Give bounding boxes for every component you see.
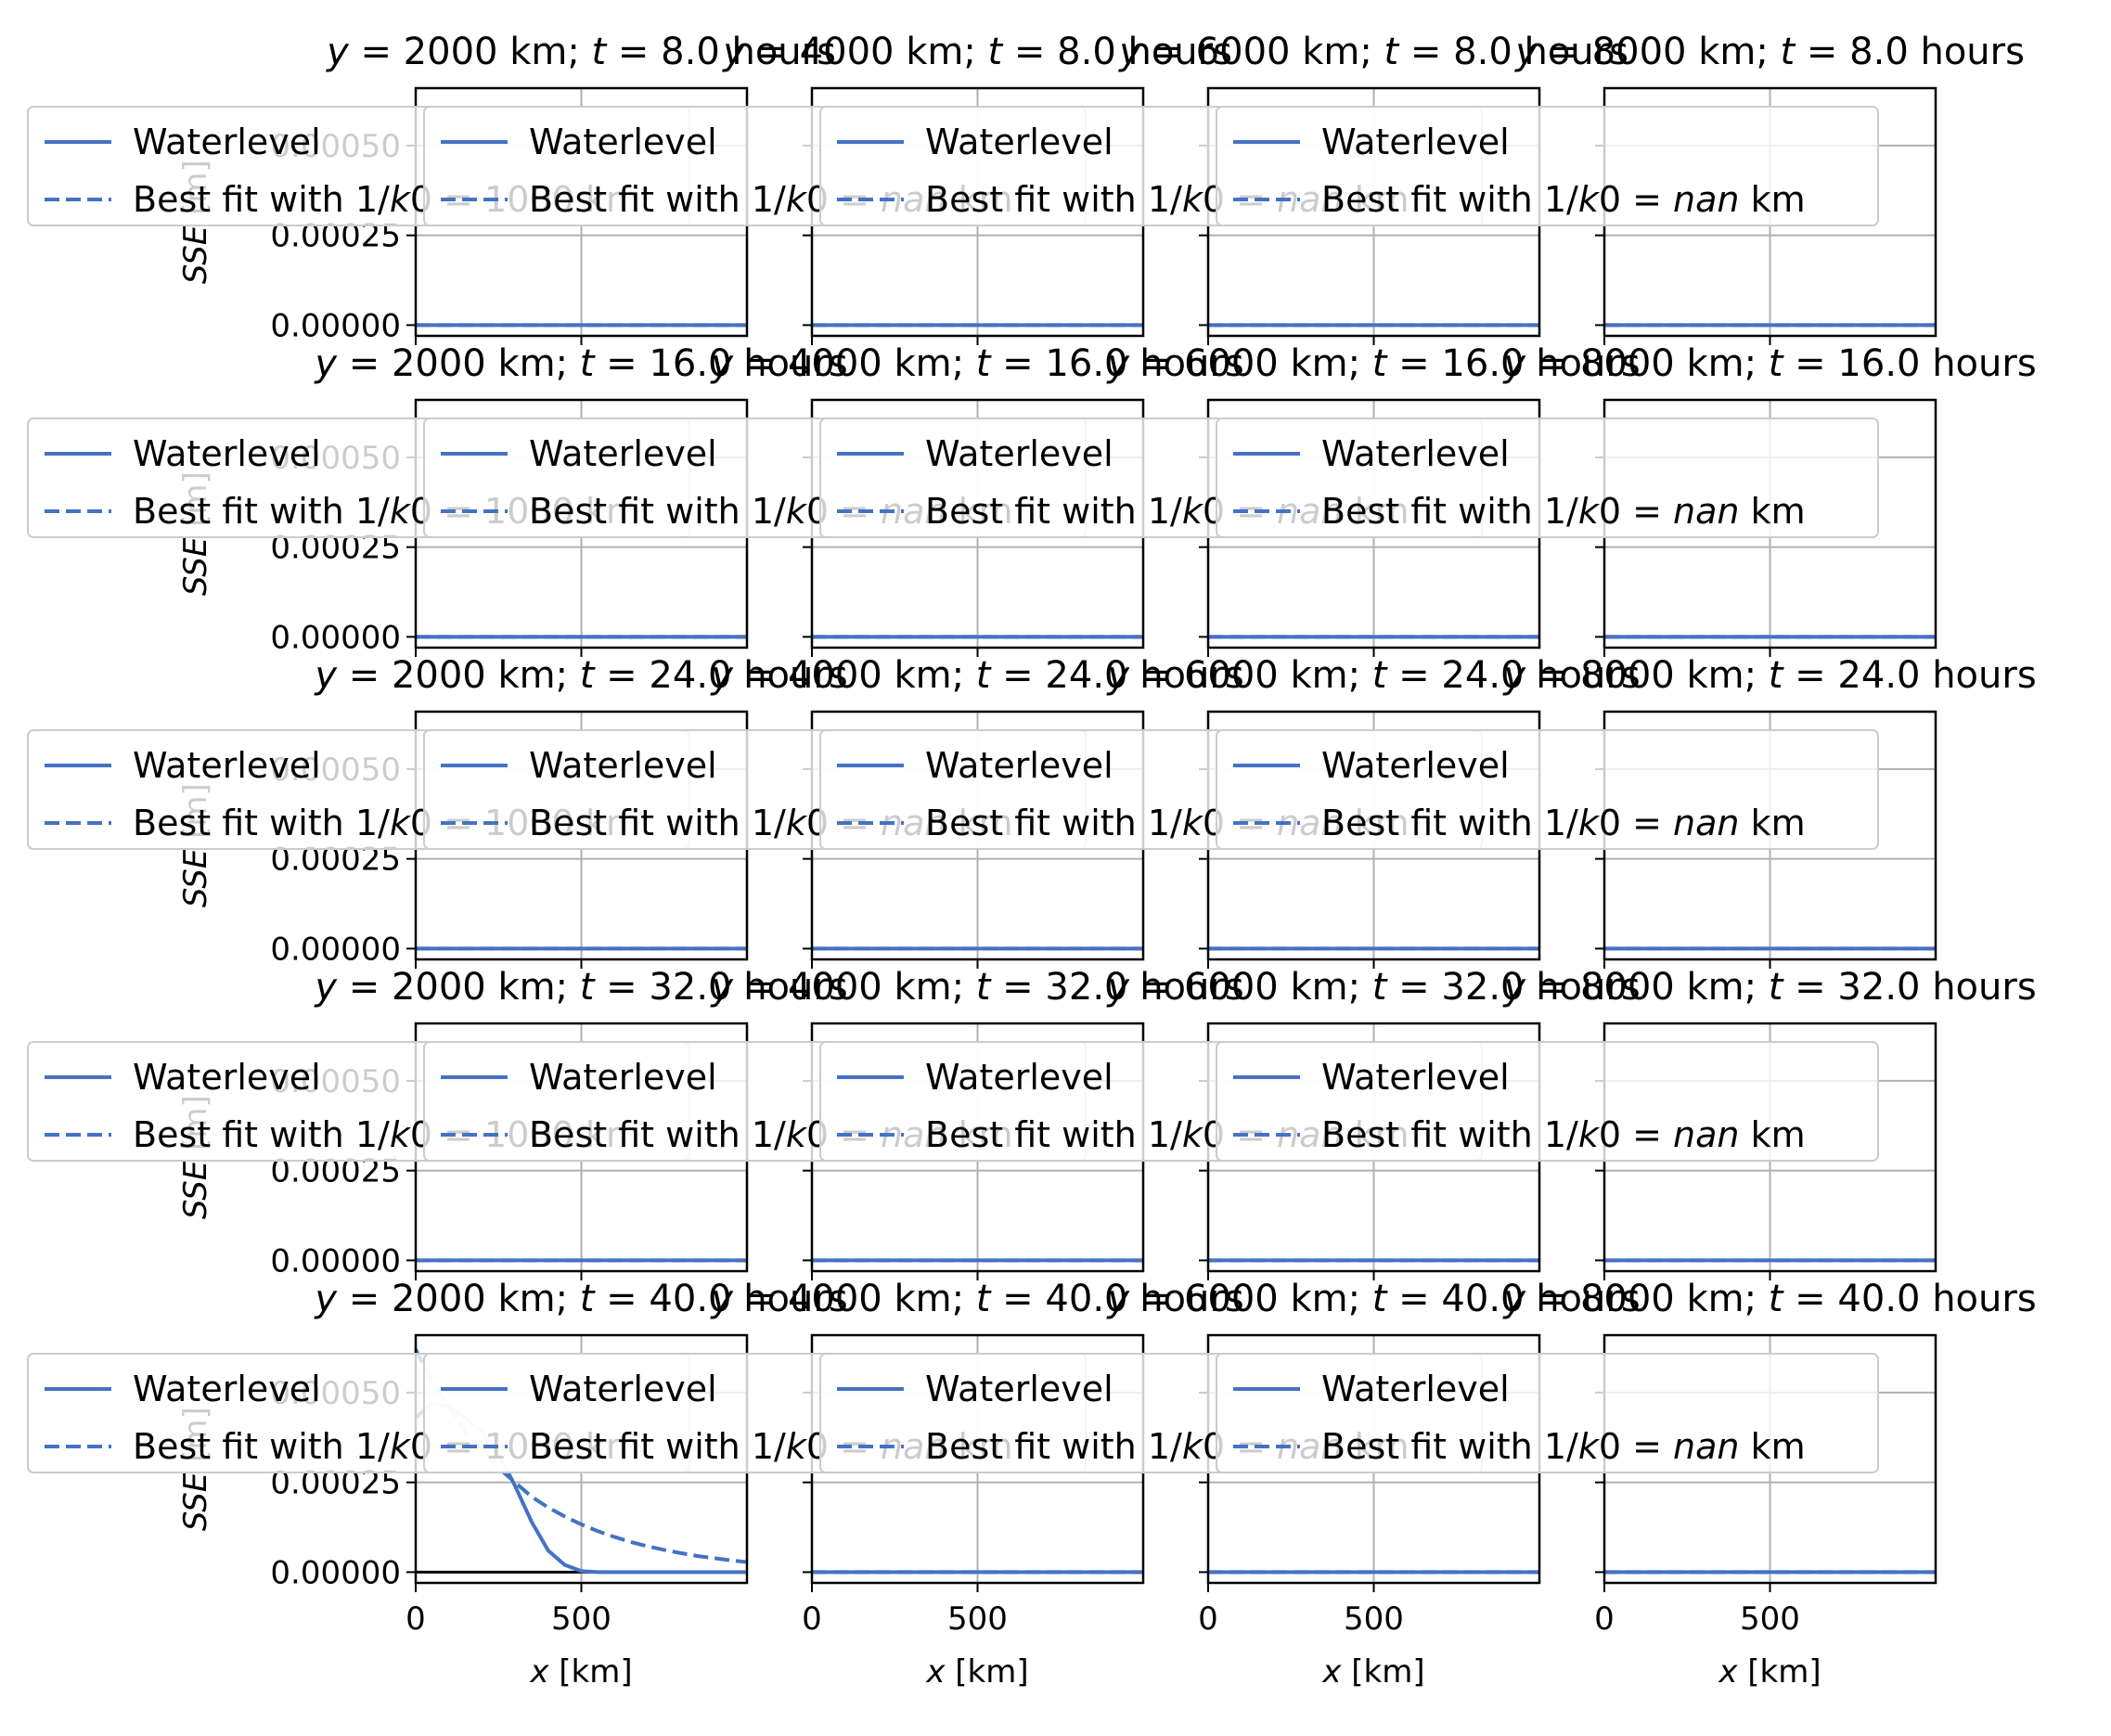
subplot-title: y = 8000 km; t = 40.0 hours xyxy=(1502,1278,2036,1320)
legend-waterlevel-label: Waterlevel xyxy=(925,1057,1113,1098)
subplot-title: y = 6000 km; t = 32.0 hours xyxy=(1106,966,1640,1009)
legend: Waterlevel Best fit with 1/k0 = nan km xyxy=(1216,106,1879,226)
legend-frame xyxy=(1216,1041,1879,1162)
subplot-title: y = 4000 km; t = 16.0 hours xyxy=(710,342,1243,385)
x-tick-label: 500 xyxy=(1344,1601,1404,1638)
legend-waterlevel-label: Waterlevel xyxy=(1321,745,1510,786)
subplot-r0-c3: y = 8000 km; t = 8.0 hours Waterlevel Best… xyxy=(1216,31,2025,345)
legend: Waterlevel Best fit with 1/k0 = nan km xyxy=(1216,1353,1879,1473)
legend-waterlevel-label: Waterlevel xyxy=(1321,1057,1510,1098)
legend-waterlevel-label: Waterlevel xyxy=(133,1057,321,1098)
legend-waterlevel-label: Waterlevel xyxy=(925,745,1113,786)
x-tick-label: 500 xyxy=(1740,1601,1800,1638)
legend-waterlevel-label: Waterlevel xyxy=(529,1369,717,1409)
y-tick-label: 0.00000 xyxy=(270,307,401,344)
subplot-title: y = 4000 km; t = 24.0 hours xyxy=(710,654,1243,697)
x-tick-label: 500 xyxy=(551,1601,611,1638)
subplot-title: y = 4000 km; t = 40.0 hours xyxy=(710,1278,1243,1320)
subplot-title: y = 6000 km; t = 40.0 hours xyxy=(1106,1278,1640,1320)
subplot-title: y = 2000 km; t = 32.0 hours xyxy=(314,966,847,1009)
legend: Waterlevel Best fit with 1/k0 = nan km xyxy=(1216,729,1879,850)
subplot-title: y = 8000 km; t = 24.0 hours xyxy=(1502,654,2036,697)
best-fit-series-line xyxy=(414,1348,748,1564)
legend-frame xyxy=(1216,1353,1879,1473)
x-tick-label: 0 xyxy=(802,1601,822,1638)
y-tick-label: 0.00000 xyxy=(270,931,401,968)
legend-frame xyxy=(1216,418,1879,538)
x-tick-label: 500 xyxy=(947,1601,1008,1638)
x-axis-label: x [km] xyxy=(1321,1653,1424,1691)
legend-waterlevel-label: Waterlevel xyxy=(925,122,1113,162)
legend-waterlevel-label: Waterlevel xyxy=(1321,122,1510,162)
legend-waterlevel-label: Waterlevel xyxy=(133,745,321,786)
subplot-title: y = 6000 km; t = 16.0 hours xyxy=(1106,342,1640,385)
x-tick-label: 0 xyxy=(1198,1601,1218,1638)
x-axis-label: x [km] xyxy=(925,1653,1028,1691)
legend-waterlevel-label: Waterlevel xyxy=(133,433,321,474)
subplot-title: y = 8000 km; t = 16.0 hours xyxy=(1502,342,2036,385)
legend-frame xyxy=(1216,106,1879,226)
legend-fit-label: Best fit with 1/k0 = nan km xyxy=(1321,491,1806,532)
y-tick-label: 0.00000 xyxy=(270,1242,401,1279)
subplot-title: y = 4000 km; t = 32.0 hours xyxy=(710,966,1243,1009)
subplot-title: y = 2000 km; t = 40.0 hours xyxy=(314,1278,847,1320)
subplot-title: y = 8000 km; t = 8.0 hours xyxy=(1514,31,2025,73)
legend-waterlevel-label: Waterlevel xyxy=(925,433,1113,474)
x-axis-label: x [km] xyxy=(1718,1653,1821,1691)
legend-frame xyxy=(1216,729,1879,850)
legend-fit-label: Best fit with 1/k0 = nan km xyxy=(1321,1114,1806,1155)
legend-waterlevel-label: Waterlevel xyxy=(925,1369,1113,1409)
subplot-title: y = 4000 km; t = 8.0 hours xyxy=(722,31,1232,73)
legend-fit-label: Best fit with 1/k0 = nan km xyxy=(1321,803,1806,843)
subplot-r4-c2: 0 500 x [km] y = 6000 km; t = 40.0 hours Wat… xyxy=(819,1278,1641,1691)
legend: Waterlevel Best fit with 1/k0 = nan km xyxy=(1216,1041,1879,1162)
subplot-title: y = 8000 km; t = 32.0 hours xyxy=(1502,966,2036,1009)
legend-waterlevel-label: Waterlevel xyxy=(1321,1369,1510,1409)
legend-waterlevel-label: Waterlevel xyxy=(529,433,717,474)
subplot-r4-c3: 0 500 x [km] y = 8000 km; t = 40.0 hours Wat… xyxy=(1216,1278,2037,1691)
subplot-r4-c1: 0 500 x [km] y = 4000 km; t = 40.0 hours Wat… xyxy=(423,1278,1244,1691)
x-tick-label: 0 xyxy=(405,1601,426,1638)
legend-waterlevel-label: Waterlevel xyxy=(529,122,717,162)
y-tick-label: 0.00000 xyxy=(270,1554,401,1591)
subplot-title: y = 2000 km; t = 24.0 hours xyxy=(314,654,847,697)
subplot-title: y = 2000 km; t = 16.0 hours xyxy=(314,342,847,385)
subplot-title: y = 6000 km; t = 8.0 hours xyxy=(1118,31,1628,73)
legend-waterlevel-label: Waterlevel xyxy=(133,122,321,162)
legend-waterlevel-label: Waterlevel xyxy=(1321,433,1510,474)
legend-waterlevel-label: Waterlevel xyxy=(529,1057,717,1098)
subplot-title: y = 2000 km; t = 8.0 hours xyxy=(326,31,836,73)
legend-waterlevel-label: Waterlevel xyxy=(529,745,717,786)
legend: Waterlevel Best fit with 1/k0 = nan km xyxy=(1216,418,1879,538)
legend-waterlevel-label: Waterlevel xyxy=(133,1369,321,1409)
subplot-title: y = 6000 km; t = 24.0 hours xyxy=(1106,654,1640,697)
subplot-r3-c3: y = 8000 km; t = 32.0 hours Waterlevel Bes… xyxy=(1216,966,2037,1280)
legend-fit-label: Best fit with 1/k0 = nan km xyxy=(1321,179,1806,220)
subplot-r1-c3: y = 8000 km; t = 16.0 hours Waterlevel Bes… xyxy=(1216,342,2037,657)
x-axis-label: x [km] xyxy=(529,1653,632,1691)
subplot-r2-c3: y = 8000 km; t = 24.0 hours Waterlevel Bes… xyxy=(1216,654,2037,969)
legend-fit-label: Best fit with 1/k0 = nan km xyxy=(1321,1426,1806,1467)
x-tick-label: 0 xyxy=(1594,1601,1615,1638)
y-tick-label: 0.00000 xyxy=(270,619,401,656)
